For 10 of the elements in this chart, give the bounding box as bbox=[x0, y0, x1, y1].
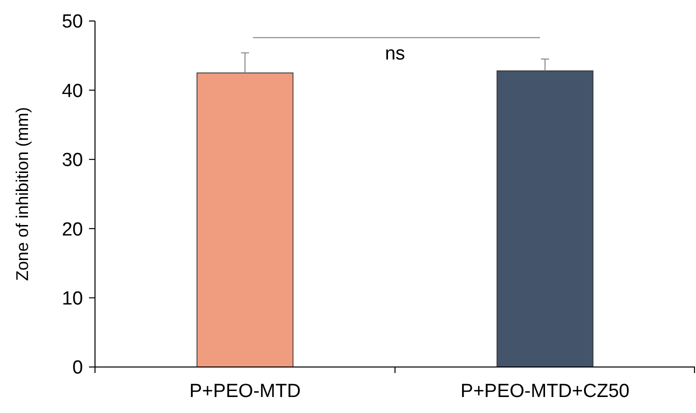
y-tick-label: 20 bbox=[62, 219, 83, 240]
y-axis-title: Zone of inhibition (mm) bbox=[13, 107, 32, 281]
y-tick-label: 10 bbox=[62, 288, 83, 310]
x-tick-label: P+PEO-MTD bbox=[189, 381, 301, 402]
annotation: ns bbox=[384, 44, 406, 65]
y-tick-label: 30 bbox=[62, 150, 83, 172]
y-tick-label: 50 bbox=[62, 12, 83, 33]
y-tick-label: 0 bbox=[72, 358, 83, 379]
y-tick-label: 40 bbox=[62, 80, 83, 102]
x-tick-label: P+PEO-MTD+CZ50 bbox=[460, 381, 630, 402]
